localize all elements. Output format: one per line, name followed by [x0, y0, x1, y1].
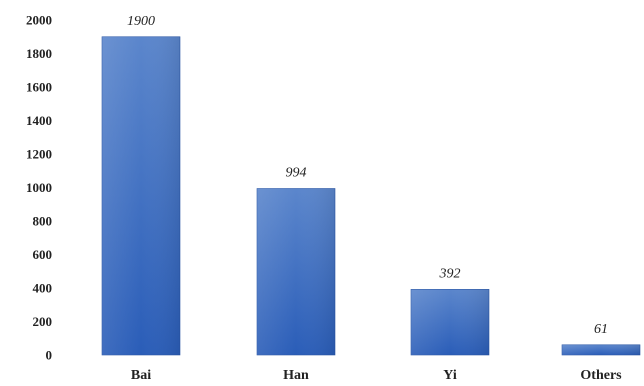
y-tick-label: 800 [33, 214, 53, 229]
y-tick-label: 600 [33, 247, 53, 262]
value-label-others: 61 [594, 322, 608, 337]
y-tick-label: 400 [33, 281, 53, 296]
bar-shading [102, 36, 180, 355]
y-tick-label: 1400 [26, 113, 52, 128]
value-label-han: 994 [286, 166, 307, 181]
y-tick-label: 1600 [26, 80, 52, 95]
bar-shading [257, 188, 335, 355]
bar-shading [411, 289, 489, 355]
y-tick-label: 0 [46, 348, 53, 363]
bars-group [101, 36, 641, 356]
x-axis-labels: Bai Han Yi Others [131, 368, 622, 383]
x-category-label-others: Others [580, 368, 622, 383]
y-tick-label: 200 [33, 314, 53, 329]
y-tick-label: 1200 [26, 147, 52, 162]
bar-shading [562, 344, 640, 355]
y-tick-label: 1800 [26, 46, 52, 61]
y-axis-ticks: 0 200 400 600 800 1000 1200 1400 1600 1800 2000 [26, 13, 52, 363]
value-label-bai: 1900 [127, 14, 155, 29]
x-category-label-bai: Bai [131, 368, 151, 383]
value-labels-group: 1900 994 392 61 [127, 14, 608, 337]
y-tick-label: 1000 [26, 180, 52, 195]
x-category-label-han: Han [283, 368, 309, 383]
x-category-label-yi: Yi [443, 368, 457, 383]
value-label-yi: 392 [439, 266, 461, 281]
y-tick-label: 2000 [26, 13, 52, 28]
